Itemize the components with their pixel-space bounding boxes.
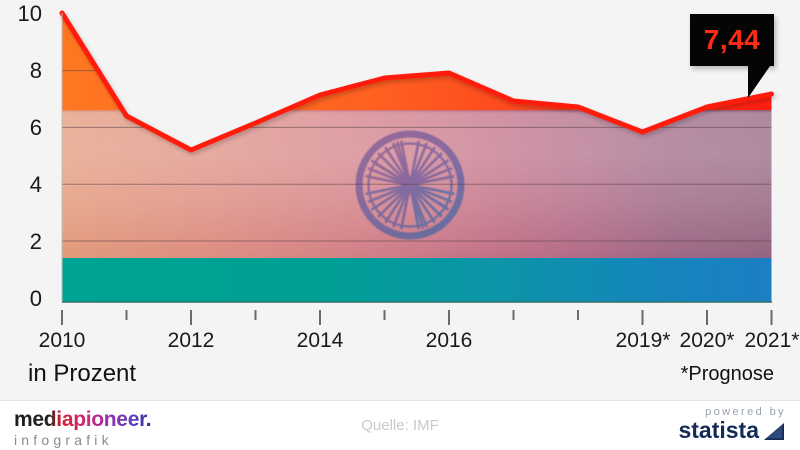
- source-label: Quelle: IMF: [361, 417, 439, 434]
- area-chart-svg: [59, 10, 774, 325]
- data-line: [59, 10, 774, 153]
- mediapioneer-logo-main: mediapioneer.: [14, 408, 152, 431]
- statista-powered-by: powered by: [705, 406, 786, 418]
- y-tick-4: 4: [29, 172, 42, 197]
- x-tick-2021: 2021*: [744, 329, 800, 352]
- x-axis-ticks: [61, 310, 773, 325]
- prognose-footnote: *Prognose: [680, 363, 774, 385]
- mediapioneer-logo: mediapioneer. infografik: [14, 408, 152, 448]
- x-tick-2012: 2012: [167, 329, 215, 352]
- y-axis-caption: in Prozent: [28, 360, 137, 387]
- x-tick-2014: 2014: [296, 329, 344, 352]
- ashoka-chakra-icon: [355, 130, 465, 240]
- x-tick-2020: 2020*: [679, 329, 735, 352]
- y-tick-0: 0: [29, 286, 42, 311]
- statista-wordmark: statista: [678, 419, 786, 442]
- statista-logo: powered by statista: [678, 407, 786, 442]
- statista-wordmark-text: statista: [678, 417, 759, 443]
- x-tick-2019: 2019*: [615, 329, 671, 352]
- value-callout: 7,44: [690, 14, 774, 66]
- mediapioneer-logo-sub: infografik: [14, 432, 113, 448]
- footer-bar: mediapioneer. infografik Quelle: IMF pow…: [0, 400, 800, 450]
- chart-area: 10 8 6 4 2 0 2010 2012 2014 2016 2019* 2…: [17, 1, 800, 387]
- y-tick-6: 6: [29, 115, 42, 140]
- x-tick-2010: 2010: [38, 329, 86, 352]
- area-fill: [62, 13, 772, 302]
- x-tick-2016: 2016: [425, 329, 473, 352]
- callout-tail: [748, 66, 770, 98]
- statista-mark-icon: [764, 423, 784, 440]
- y-tick-8: 8: [29, 58, 42, 83]
- y-tick-2: 2: [29, 229, 42, 254]
- callout-value-label: 7,44: [703, 24, 761, 55]
- y-tick-10: 10: [17, 1, 42, 26]
